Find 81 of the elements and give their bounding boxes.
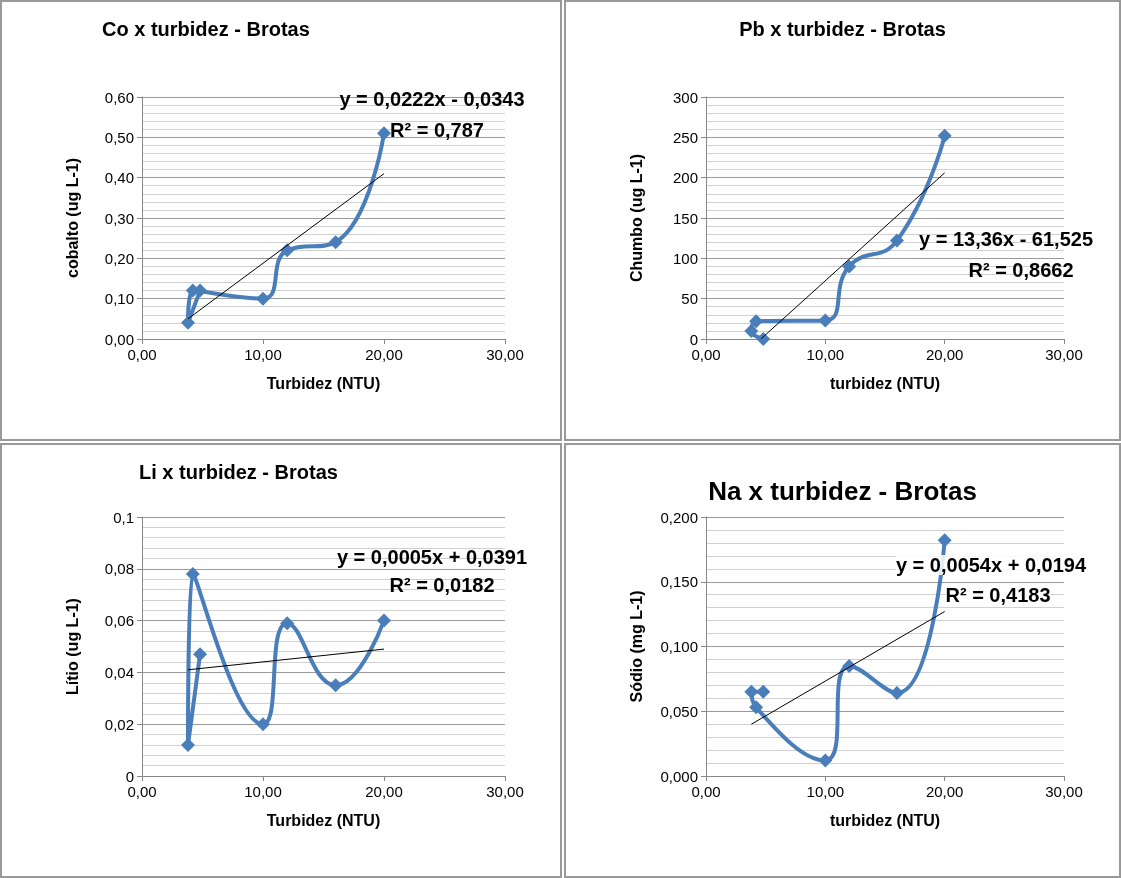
- y-tick-label: 0,04: [104, 663, 134, 681]
- x-tick-label: 0,00: [127, 783, 157, 800]
- point: [256, 291, 270, 306]
- y-tick-label: 50: [681, 290, 698, 308]
- annotation: y = 0,0054x + 0,0194: [895, 554, 1087, 576]
- point: [377, 126, 391, 141]
- point: [193, 647, 208, 662]
- chart-title: Li x turbidez - Brotas: [139, 461, 338, 483]
- x-axis-title: Turbidez (NTU): [266, 374, 381, 392]
- x-tick-label: 0,00: [127, 346, 157, 363]
- point: [280, 616, 295, 631]
- y-tick-label: 0,50: [104, 128, 134, 146]
- point: [328, 235, 343, 250]
- y-tick-label: 0,20: [104, 249, 134, 267]
- annotation: R² = 0,0182: [389, 574, 495, 596]
- y-tick-label: 250: [672, 128, 698, 146]
- y-tick-label: 0,00: [104, 330, 134, 348]
- y-tick-label: 0,10: [104, 290, 134, 308]
- x-tick-label: 10,00: [806, 783, 845, 800]
- y-tick-label: 150: [672, 209, 698, 227]
- point: [744, 684, 759, 699]
- y-tick-label: 0,08: [104, 560, 134, 578]
- x-tick-label: 10,00: [244, 346, 282, 363]
- x-tick-label: 20,00: [365, 346, 403, 363]
- point: [377, 613, 391, 628]
- point: [744, 323, 759, 338]
- chart-title: Co x turbidez - Brotas: [102, 18, 310, 40]
- y-tick-label: 0,100: [660, 638, 698, 655]
- y-tick-label: 0: [125, 767, 134, 785]
- y-axis-title: Sódio (mg L-1): [627, 590, 645, 703]
- y-tick-label: 0,06: [104, 612, 134, 630]
- x-tick-label: 30,00: [1045, 346, 1083, 363]
- y-tick-label: 0,050: [660, 702, 698, 720]
- x-tick-label: 20,00: [365, 783, 403, 800]
- x-tick-label: 10,00: [806, 346, 845, 363]
- x-tick-label: 30,00: [486, 346, 524, 363]
- x-tick-label: 30,00: [486, 783, 524, 800]
- chart-title: Pb x turbidez - Brotas: [739, 18, 946, 40]
- y-tick-label: 0,60: [104, 88, 134, 106]
- y-tick-label: 0,40: [104, 169, 134, 187]
- point: [889, 233, 904, 248]
- x-axis-title: Turbidez (NTU): [266, 811, 381, 829]
- point: [256, 717, 270, 732]
- y-tick-label: 100: [672, 249, 698, 267]
- x-axis-title: turbidez (NTU): [829, 811, 941, 829]
- chart-title: Na x turbidez - Brotas: [708, 476, 977, 506]
- point: [749, 700, 764, 715]
- y-tick-label: 0,1: [113, 508, 134, 526]
- point: [756, 332, 771, 346]
- y-tick-label: 0: [689, 330, 698, 348]
- y-axis-title: Chumbo (ug L-1): [627, 154, 645, 282]
- y-axis-title: Lítio (ug L-1): [63, 598, 81, 695]
- x-tick-label: 30,00: [1045, 783, 1083, 800]
- point: [937, 128, 952, 143]
- annotation: R² = 0,787: [390, 119, 484, 141]
- annotation: R² = 0,8662: [968, 259, 1074, 281]
- point: [749, 314, 764, 329]
- annotation: y = 0,0222x - 0,0343: [339, 88, 525, 110]
- y-axis-title: cobalto (ug L-1): [63, 158, 81, 278]
- y-tick-label: 0,02: [104, 715, 134, 733]
- point: [328, 678, 343, 693]
- y-tick-label: 200: [672, 169, 698, 187]
- y-tick-label: 0,200: [660, 508, 698, 526]
- annotation: R² = 0,4183: [945, 584, 1051, 606]
- annotation: y = 13,36x - 61,525: [918, 228, 1094, 250]
- y-tick-label: 300: [672, 88, 698, 106]
- point: [937, 533, 952, 548]
- point: [818, 753, 833, 768]
- x-tick-label: 20,00: [925, 783, 964, 800]
- x-tick-label: 20,00: [925, 346, 964, 363]
- y-tick-label: 0,30: [104, 209, 134, 227]
- point: [842, 259, 857, 274]
- y-tick-label: 0,150: [660, 573, 698, 591]
- y-tick-label: 0,000: [660, 767, 698, 785]
- point: [185, 566, 200, 581]
- point: [818, 313, 833, 328]
- x-tick-label: 10,00: [244, 783, 282, 800]
- point: [889, 686, 904, 701]
- x-axis-title: turbidez (NTU): [829, 374, 941, 392]
- annotation: y = 0,0005x + 0,0391: [336, 546, 528, 568]
- point: [756, 684, 771, 699]
